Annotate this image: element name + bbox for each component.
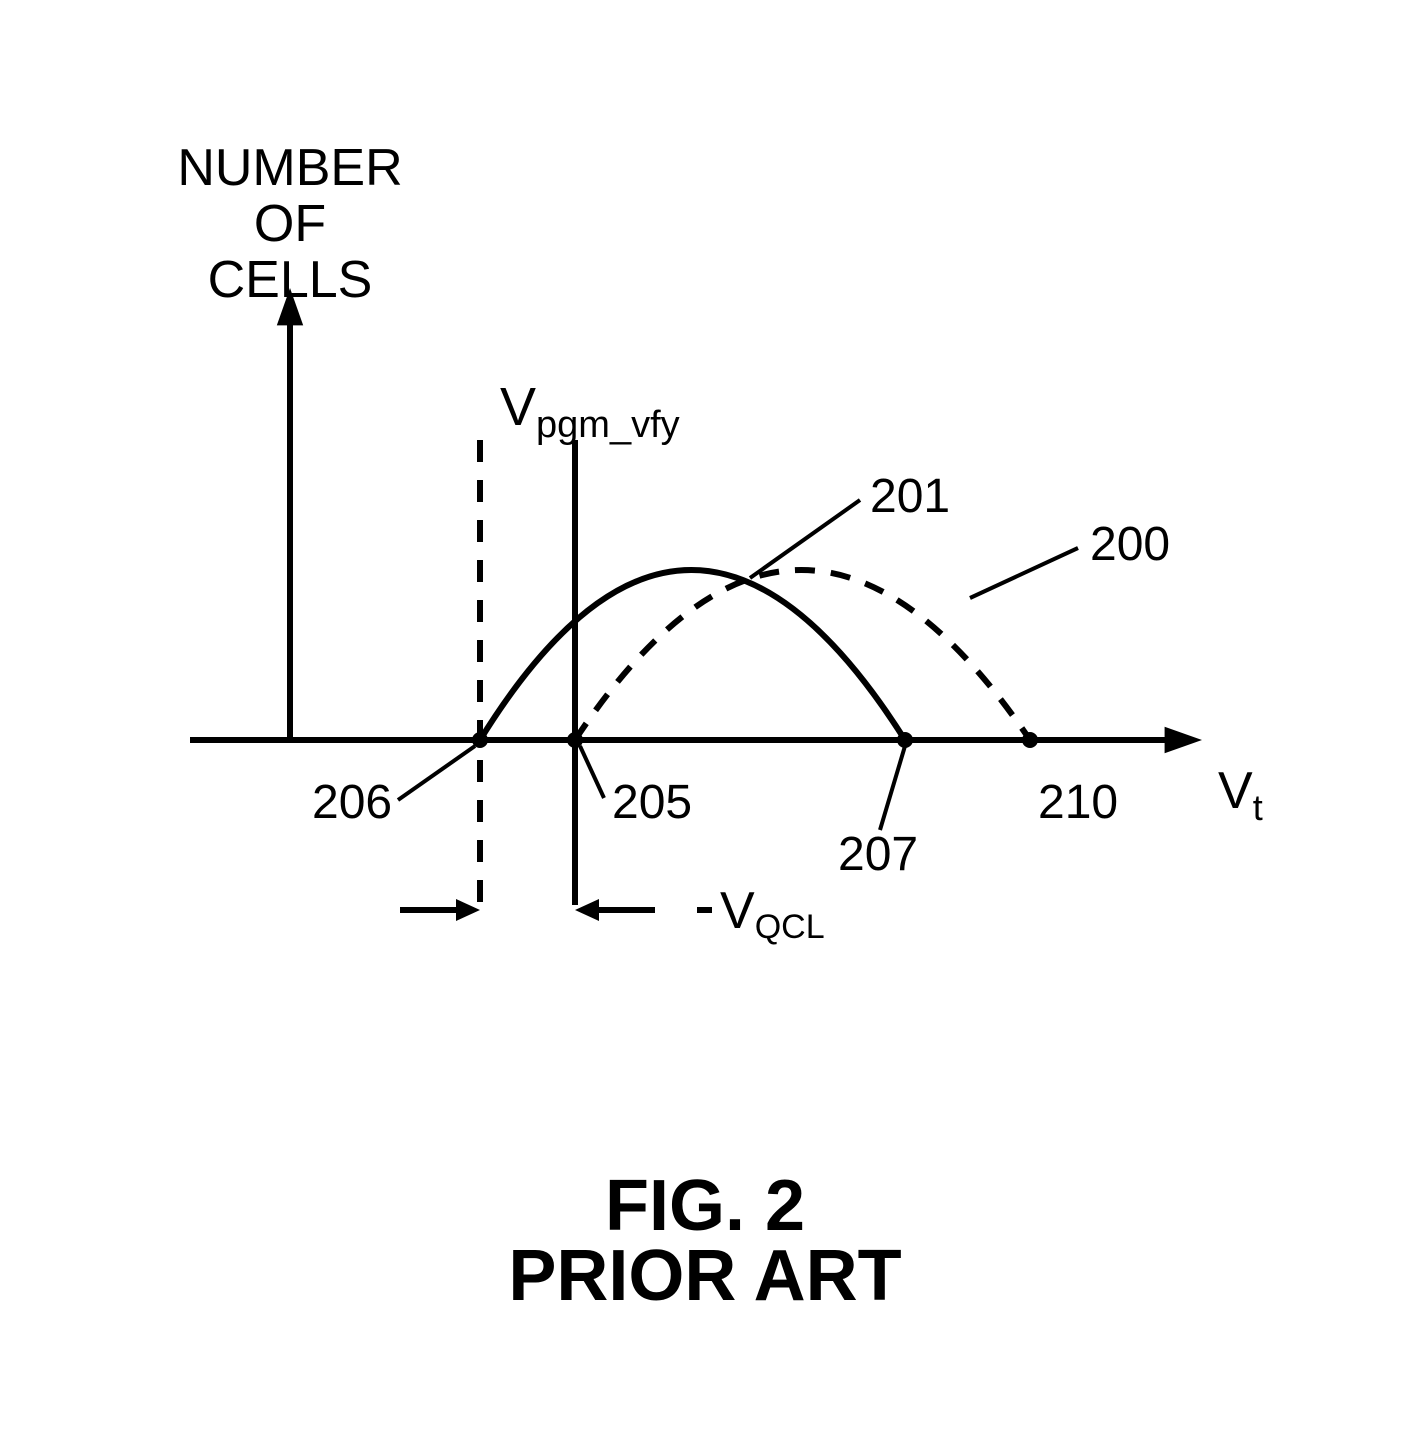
ref-206: 206	[312, 776, 392, 829]
point-207	[897, 732, 913, 748]
point-210	[1022, 732, 1038, 748]
y-label-line2: OF	[254, 195, 326, 253]
diagram-svg: NUMBER OF CELLS Vt Vpgm_vfy 206 205 207 …	[0, 0, 1410, 1436]
y-axis-label: NUMBER OF CELLS	[177, 139, 402, 309]
y-axis	[277, 288, 303, 740]
figure-caption-line2: PRIOR ART	[508, 1236, 901, 1316]
leader-201	[750, 500, 860, 578]
leader-207	[880, 746, 905, 830]
figure-container: NUMBER OF CELLS Vt Vpgm_vfy 206 205 207 …	[0, 0, 1410, 1436]
leader-205	[580, 746, 604, 798]
ref-201: 201	[870, 470, 950, 523]
curve-201-solid	[480, 570, 905, 740]
x-axis	[190, 727, 1202, 753]
leader-206	[398, 746, 475, 800]
vqcl-label: VQCL	[720, 882, 825, 946]
ref-205: 205	[612, 776, 692, 829]
x-label-text: Vt	[1218, 762, 1263, 828]
y-label-line3: CELLS	[208, 251, 373, 309]
x-axis-label: Vt	[1218, 762, 1263, 828]
figure-caption-line1: FIG. 2	[605, 1166, 805, 1246]
ref-200: 200	[1090, 518, 1170, 571]
vqcl-group: VQCL	[400, 882, 825, 946]
ref-210: 210	[1038, 776, 1118, 829]
leader-200	[970, 548, 1078, 598]
vqcl-left-arrow-head	[456, 899, 480, 921]
vqcl-right-arrow-head	[575, 899, 599, 921]
vpgm-vfy-label: Vpgm_vfy	[500, 377, 680, 446]
y-label-line1: NUMBER	[177, 139, 402, 197]
curve-200-dashed	[575, 570, 1030, 740]
point-205	[567, 732, 583, 748]
ref-207: 207	[838, 828, 918, 881]
